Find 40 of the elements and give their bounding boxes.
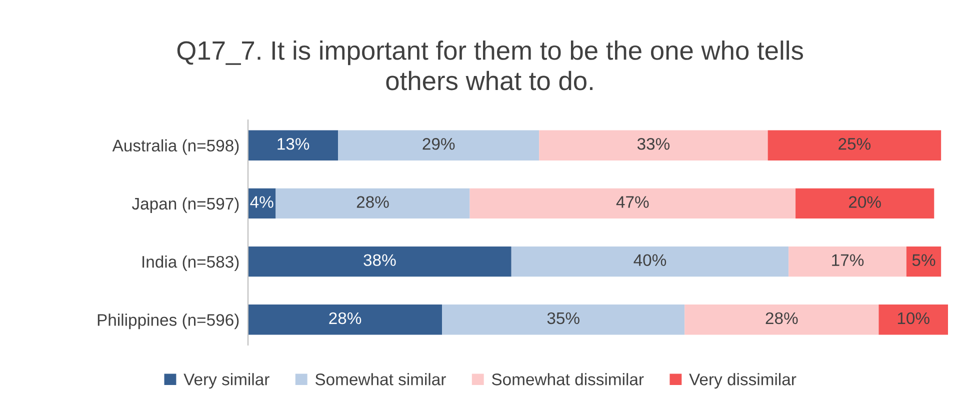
bar	[878, 304, 948, 335]
bar	[684, 304, 879, 335]
bar	[470, 188, 796, 219]
data-label: 28%	[356, 196, 389, 208]
bar	[788, 246, 906, 277]
bar	[906, 246, 942, 277]
bar	[796, 188, 934, 219]
bar	[276, 188, 470, 219]
bar	[338, 130, 540, 160]
bar	[442, 304, 685, 335]
bar	[248, 130, 338, 160]
data-label: 29%	[422, 138, 455, 150]
y-tick-label: Australia (n=598)	[112, 139, 239, 155]
data-label: 33%	[637, 138, 670, 150]
chart-title: Q17_7. It is important for them to be the one who tells others what to do.	[177, 40, 803, 90]
data-label: 25%	[838, 138, 871, 150]
data-label: 40%	[634, 254, 666, 266]
legend-label: Somewhat dissimilar	[492, 373, 644, 386]
legend-label: Somewhat similar	[315, 373, 446, 386]
data-label: 38%	[364, 254, 396, 266]
bar	[248, 304, 442, 335]
data-label: 10%	[898, 312, 930, 324]
data-label: 5%	[912, 254, 936, 266]
legend-label: Very dissimilar	[689, 373, 796, 389]
y-tick-label: Philippines (n=596)	[98, 314, 239, 330]
data-label: 20%	[848, 196, 881, 208]
data-label: 47%	[616, 196, 649, 208]
data-label: 13%	[278, 138, 310, 150]
data-label: 28%	[329, 312, 362, 324]
bar	[539, 130, 768, 160]
bar	[248, 246, 512, 277]
legend-label: Very similar	[184, 373, 270, 389]
data-label: 35%	[547, 312, 580, 324]
y-tick-label: India (n=583)	[142, 256, 239, 272]
bar	[511, 246, 789, 277]
data-label: 28%	[766, 312, 798, 324]
data-label: 4%	[250, 196, 274, 208]
data-label: 17%	[832, 254, 864, 266]
bar	[768, 130, 942, 160]
y-tick-label: Japan (n=597)	[132, 197, 239, 213]
